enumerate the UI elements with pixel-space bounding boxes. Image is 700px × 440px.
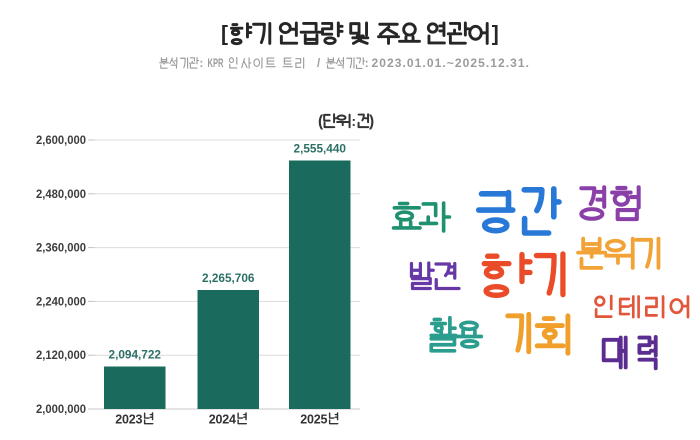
svg-text:2023.01.01.~2025.12.31.: 2023.01.01.~2025.12.31. bbox=[372, 56, 530, 70]
svg-text:): ) bbox=[369, 113, 374, 130]
svg-text:2,240,000: 2,240,000 bbox=[36, 294, 86, 308]
svg-text:[: [ bbox=[221, 23, 228, 46]
svg-text:2023: 2023 bbox=[115, 413, 142, 427]
svg-text::: : bbox=[352, 114, 357, 129]
svg-text:2024: 2024 bbox=[209, 413, 236, 427]
svg-text::: : bbox=[200, 58, 204, 70]
svg-text:KPR: KPR bbox=[208, 56, 224, 70]
svg-text:2,120,000: 2,120,000 bbox=[36, 348, 86, 362]
svg-text:2025: 2025 bbox=[300, 413, 327, 427]
svg-text:2,265,706: 2,265,706 bbox=[202, 271, 255, 285]
svg-text::: : bbox=[365, 58, 369, 70]
svg-text:2,000,000: 2,000,000 bbox=[36, 402, 86, 416]
svg-text:]: ] bbox=[492, 23, 499, 46]
svg-text:2,480,000: 2,480,000 bbox=[36, 187, 86, 201]
svg-text:2,600,000: 2,600,000 bbox=[36, 133, 86, 147]
svg-text:2,360,000: 2,360,000 bbox=[36, 241, 86, 255]
svg-text:2,094,722: 2,094,722 bbox=[109, 348, 162, 362]
svg-text:(: ( bbox=[318, 113, 324, 130]
svg-text:2,555,440: 2,555,440 bbox=[294, 142, 347, 156]
svg-text:/: / bbox=[317, 58, 321, 70]
